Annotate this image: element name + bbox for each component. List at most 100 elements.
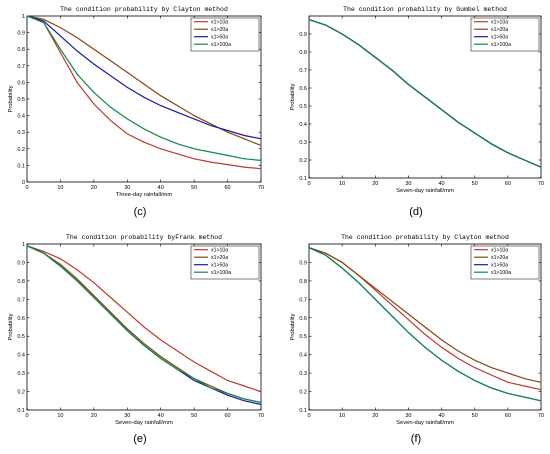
data-point-x1>100a xyxy=(407,83,409,85)
data-point-x1>10a xyxy=(490,374,492,376)
data-point-x1>50a xyxy=(176,111,178,113)
y-tick-label: 0.2 xyxy=(299,390,307,396)
chart-title: The condition probability by Gumbel meth… xyxy=(343,6,507,13)
data-point-x1>20a xyxy=(143,343,145,345)
data-point-x1>100a xyxy=(110,106,112,108)
data-point-x1>100a xyxy=(59,265,61,267)
data-point-x1>20a xyxy=(43,18,45,20)
data-point-x1>20a xyxy=(76,278,78,280)
legend-entry: x1>20a xyxy=(211,27,228,33)
x-tick-label: 0 xyxy=(25,185,28,191)
y-tick-label: 0 xyxy=(22,180,25,186)
data-point-x1>10a xyxy=(110,120,112,122)
data-point-x1>10a xyxy=(143,141,145,143)
panel-label: (e) xyxy=(133,433,146,445)
data-point-x1>50a xyxy=(193,118,195,120)
data-point-x1>100a xyxy=(391,69,393,71)
data-point-x1>50a xyxy=(160,105,162,107)
data-point-x1>50a xyxy=(243,135,245,136)
data-point-x1>10a xyxy=(126,133,128,135)
x-tick-label: 50 xyxy=(472,181,478,187)
data-point-x1>10a xyxy=(193,361,195,363)
x-tick-label: 60 xyxy=(505,413,511,419)
data-point-x1>20a xyxy=(110,311,112,313)
data-point-x1>100a xyxy=(260,159,262,161)
y-tick-label: 0.1 xyxy=(17,163,25,169)
data-point-x1>100a xyxy=(126,330,128,332)
data-point-x1>100a xyxy=(407,332,409,333)
data-point-x1>50a xyxy=(260,404,262,405)
data-point-x1>10a xyxy=(457,357,459,359)
data-point-x1>10a xyxy=(227,164,229,166)
data-point-x1>100a xyxy=(176,368,178,370)
legend-entry: x1>20a xyxy=(211,255,228,261)
y-tick-label: 0.5 xyxy=(299,334,307,340)
x-tick-label: 60 xyxy=(225,413,231,419)
x-tick-label: 60 xyxy=(225,185,231,191)
chart-panel-4: The condition probability by Clayton met… xyxy=(290,234,544,445)
data-point-x1>10a xyxy=(93,103,95,105)
data-point-x1>20a xyxy=(474,359,476,361)
x-tick-label: 10 xyxy=(339,181,345,187)
y-tick-label: 0.4 xyxy=(299,353,307,359)
x-tick-label: 70 xyxy=(258,185,264,191)
y-axis-label: Probability xyxy=(290,83,296,110)
y-tick-label: 0.4 xyxy=(299,122,307,128)
data-point-x1>100a xyxy=(474,132,476,134)
data-point-x1>100a xyxy=(540,166,542,168)
data-point-x1>50a xyxy=(143,96,145,98)
y-tick-label: 0.9 xyxy=(17,260,25,266)
y-tick-label: 0.1 xyxy=(17,408,25,414)
data-point-x1>100a xyxy=(441,359,443,361)
x-tick-label: 70 xyxy=(538,413,544,419)
data-point-x1>10a xyxy=(260,391,262,393)
data-point-x1>20a xyxy=(160,95,162,97)
legend-entry: x1>50a xyxy=(491,263,508,269)
data-point-x1>20a xyxy=(374,287,376,289)
y-tick-label: 0.3 xyxy=(299,140,307,146)
chart-title: The condition probability by Clayton met… xyxy=(60,6,228,13)
data-point-x1>10a xyxy=(143,326,145,328)
data-point-x1>10a xyxy=(76,81,78,83)
data-point-x1>20a xyxy=(59,27,61,29)
x-tick-label: 30 xyxy=(405,413,411,419)
data-point-x1>100a xyxy=(210,151,212,153)
data-point-x1>100a xyxy=(441,109,443,111)
data-point-x1>100a xyxy=(76,73,78,75)
data-point-x1>100a xyxy=(143,128,145,130)
chart-panel-1: The condition probability by Clayton met… xyxy=(8,6,264,218)
data-point-x1>20a xyxy=(507,372,509,374)
data-point-x1>100a xyxy=(260,402,262,404)
y-tick-label: 0.8 xyxy=(299,50,307,56)
data-point-x1>100a xyxy=(227,154,229,156)
data-point-x1>10a xyxy=(193,158,195,160)
data-point-x1>20a xyxy=(358,274,360,276)
y-tick-label: 0.2 xyxy=(299,158,307,164)
y-tick-label: 0.4 xyxy=(17,114,25,120)
data-point-x1>50a xyxy=(210,125,212,127)
data-point-x1>10a xyxy=(76,269,78,271)
data-point-x1>20a xyxy=(126,71,128,73)
data-point-x1>100a xyxy=(457,370,459,372)
y-tick-label: 1 xyxy=(22,14,25,20)
data-point-x1>100a xyxy=(59,48,61,50)
panel-label: (c) xyxy=(134,206,147,218)
data-point-x1>10a xyxy=(176,153,178,155)
x-tick-label: 20 xyxy=(91,185,97,191)
data-point-x1>100a xyxy=(160,357,162,359)
data-point-x1>20a xyxy=(523,378,525,380)
data-point-x1>20a xyxy=(143,83,145,85)
data-point-x1>20a xyxy=(176,105,178,107)
data-point-x1>10a xyxy=(540,389,542,391)
data-point-x1>20a xyxy=(160,356,162,357)
data-point-x1>20a xyxy=(193,115,195,117)
data-point-x1>100a xyxy=(76,280,78,282)
x-axis-label: Seven-day rainfall/mm xyxy=(396,188,454,194)
data-point-x1>10a xyxy=(59,52,61,53)
legend-box xyxy=(470,17,540,52)
legend-box xyxy=(190,245,260,280)
data-point-x1>20a xyxy=(76,37,78,39)
y-tick-label: 0.5 xyxy=(299,104,307,110)
